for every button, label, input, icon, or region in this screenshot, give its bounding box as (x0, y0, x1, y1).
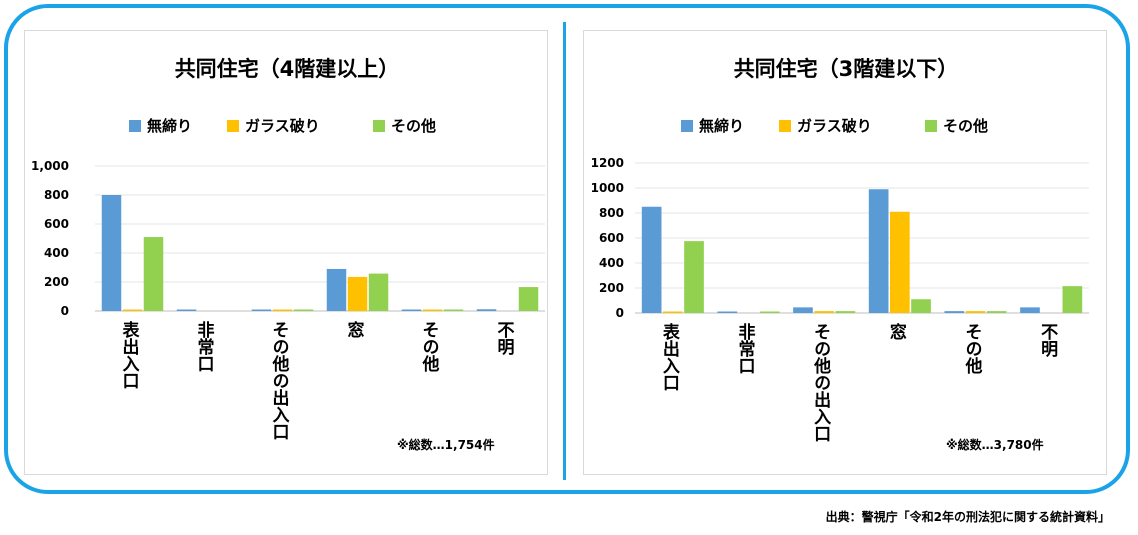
bar-0-2 (684, 241, 704, 313)
legend-swatch-2 (373, 120, 385, 132)
bar-5-2 (1062, 286, 1083, 313)
bar-4-2 (443, 309, 464, 311)
bar-0-1 (662, 311, 683, 313)
y-tick-label: 1200 (591, 156, 624, 170)
y-tick-label: 0 (61, 304, 69, 318)
panel-divider (563, 22, 566, 480)
legend-swatch-0 (681, 120, 693, 132)
y-tick-label: 400 (599, 256, 624, 270)
category-label-5: 不明 (494, 321, 515, 356)
bar-4-1 (965, 311, 986, 313)
legend-label-2: その他 (391, 117, 436, 135)
category-label-5: 不明 (1037, 323, 1058, 358)
chart-svg-3f-and-below: 共同住宅（3階建以下）無締り ガラス破り その他120010008006004002… (591, 57, 1089, 452)
bar-3-0 (868, 189, 889, 313)
bar-3-2 (911, 299, 931, 313)
bar-0-0 (641, 206, 662, 313)
category-label-3: 窓 (344, 320, 365, 338)
y-tick-label: 800 (44, 188, 69, 202)
y-tick-label: 0 (616, 306, 624, 320)
chart-svg-4f-and-above: 共同住宅（4階建以上）無締り ガラス破り その他1,0008006004002000… (31, 57, 545, 452)
bar-5-0 (476, 309, 497, 311)
rounded-frame (4, 4, 1130, 494)
category-label-1: 非常口 (735, 322, 756, 374)
bar-0-1 (122, 309, 143, 311)
legend-label-1: ガラス破り (797, 117, 872, 135)
y-tick-label: 400 (44, 246, 69, 260)
bar-3-2 (368, 273, 389, 311)
legend-label-2: その他 (943, 117, 988, 135)
legend-swatch-1 (779, 120, 791, 132)
bar-2-2 (293, 309, 314, 311)
bar-2-2 (835, 311, 856, 313)
chart-panel-3f-and-below: 共同住宅（3階建以下） 無締り ガラス破り その他 1200 1000 800 600 400 2… (583, 30, 1107, 475)
legend-label-0: 無締り (147, 117, 192, 135)
bar-4-1 (422, 309, 443, 311)
bar-5-2 (518, 287, 539, 311)
category-label-1: 非常口 (194, 320, 215, 372)
y-tick-label: 800 (599, 206, 624, 220)
bar-4-2 (986, 311, 1007, 313)
category-label-0: 表出入口 (119, 320, 140, 389)
bar-1-2 (759, 311, 780, 313)
legend-label-1: ガラス破り (245, 117, 320, 135)
y-tick-label: 200 (44, 275, 69, 289)
bar-4-0 (944, 311, 965, 313)
bar-0-2 (143, 237, 164, 311)
y-tick-label: 1000 (591, 181, 624, 195)
bar-3-1 (347, 276, 368, 311)
legend-swatch-2 (925, 120, 937, 132)
bar-2-0 (251, 309, 272, 311)
category-label-2: その他の出入口 (269, 321, 291, 440)
bar-3-0 (326, 268, 347, 311)
bar-2-1 (814, 311, 835, 313)
bar-0-0 (101, 195, 122, 311)
category-label-3: 窓 (886, 322, 907, 340)
bar-2-1 (272, 309, 293, 311)
bar-5-0 (1020, 307, 1040, 313)
bar-2-0 (793, 307, 813, 313)
category-label-4: その他 (419, 321, 441, 372)
bar-1-0 (717, 311, 738, 313)
legend-swatch-1 (227, 120, 239, 132)
y-tick-label: 600 (599, 231, 624, 245)
chart-title: 共同住宅（4階建以上） (175, 57, 400, 81)
y-tick-label: 1,000 (31, 159, 69, 173)
category-label-4: その他 (962, 323, 984, 374)
source-caption: 出典：警視庁「令和2年の刑法犯に関する統計資料」 (825, 510, 1110, 524)
bar-4-0 (401, 309, 422, 311)
category-label-0: 表出入口 (659, 322, 680, 391)
y-tick-label: 600 (44, 217, 69, 231)
chart-title: 共同住宅（3階建以下） (734, 57, 959, 81)
legend-label-0: 無締り (699, 117, 744, 135)
bar-3-1 (889, 211, 910, 313)
y-tick-label: 200 (599, 281, 624, 295)
total-note: ※総数…3,780件 (946, 437, 1044, 452)
category-label-2: その他の出入口 (810, 323, 832, 442)
legend-swatch-0 (129, 120, 141, 132)
chart-panel-4f-and-above: 共同住宅（4階建以上） 無締り ガラス破り その他 1,000 800 600 400 200 0… (24, 30, 548, 475)
total-note: ※総数…1,754件 (397, 437, 495, 452)
bar-1-0 (176, 309, 197, 311)
